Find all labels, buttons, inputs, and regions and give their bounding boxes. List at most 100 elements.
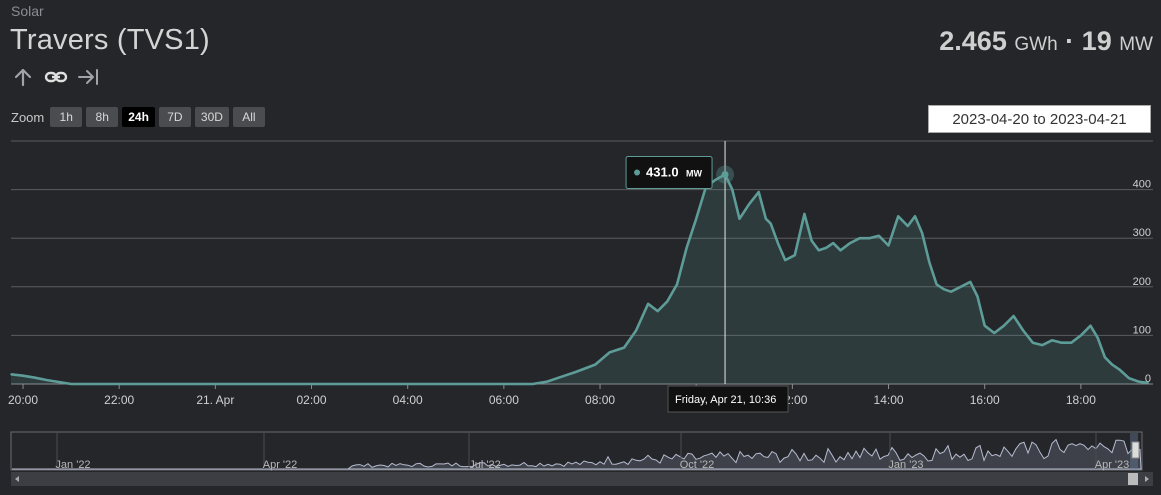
separator: ·: [1065, 26, 1075, 56]
time-tooltip-text: Friday, Apr 21, 10:36: [675, 394, 776, 406]
navigator-label: Jan '22: [55, 459, 90, 471]
data-point: [959, 286, 962, 288]
date-range-field[interactable]: 2023-04-20 to 2023-04-21: [928, 105, 1151, 133]
data-point: [832, 242, 834, 244]
page-title: Travers (TVS1): [10, 24, 210, 56]
navigator[interactable]: Jan '22 Apr '22 Jul '22 Oct '22 Jan '23 Apr '…: [10, 431, 1143, 471]
data-point: [748, 203, 750, 205]
x-tick-labels: 20:00 22:00 21. Apr 02:00 04:00 06:00 08:00 10:…: [8, 384, 1096, 407]
data-point: [943, 288, 945, 291]
data-point: [907, 225, 909, 227]
data-point: [1089, 324, 1092, 327]
grid-lines: [11, 140, 1153, 385]
y-tick-label: 300: [1133, 227, 1151, 239]
navigator-label: Oct '22: [680, 459, 715, 471]
data-point: [731, 188, 734, 191]
navigator-labels: Jan '22 Apr '22 Jul '22 Oct '22 Jan '23 Apr '…: [55, 433, 1129, 471]
data-point: [705, 186, 707, 188]
data-point: [757, 191, 760, 193]
data-point: [594, 363, 596, 366]
data-point: [685, 247, 688, 249]
tooltip-box: [625, 156, 713, 190]
data-point: [818, 249, 820, 252]
zoom-all-button[interactable]: All: [232, 107, 265, 127]
data-point: [46, 379, 48, 381]
data-point: [810, 239, 813, 242]
navigator-label: Jul '22: [469, 459, 500, 471]
data-point: [921, 232, 923, 235]
zoom-1h-button[interactable]: 1h: [50, 107, 83, 127]
category-label: Solar: [11, 3, 44, 19]
navigator-label: Apr '23: [1095, 459, 1130, 471]
data-point: [849, 242, 851, 244]
navigator-handle[interactable]: [1131, 441, 1140, 459]
data-point: [1070, 341, 1073, 344]
x-tick-label: 08:00: [585, 393, 615, 407]
data-point: [503, 383, 505, 385]
data-point: [1096, 337, 1099, 339]
x-tick-label: 16:00: [970, 393, 1000, 407]
data-point: [575, 371, 577, 373]
data-point: [935, 283, 938, 286]
x-tick-label: 10:00: [681, 393, 711, 407]
data-point: [794, 254, 796, 256]
data-point: [118, 383, 120, 385]
x-tick-label: 14:00: [874, 393, 904, 407]
zoom-label: Zoom: [11, 109, 45, 125]
link-icon[interactable]: [44, 66, 68, 88]
x-tick-label: 22:00: [104, 393, 134, 407]
data-point: [22, 374, 24, 377]
zoom-8h-button[interactable]: 8h: [86, 107, 119, 127]
scrollbar[interactable]: [11, 472, 1153, 486]
y-tick-label: 200: [1133, 276, 1151, 288]
scroll-right-icon[interactable]: [1145, 476, 1149, 482]
arrow-up-icon[interactable]: [12, 66, 34, 88]
data-point: [1128, 377, 1130, 380]
data-point: [560, 375, 563, 378]
data-point: [608, 351, 611, 354]
data-point: [695, 218, 697, 220]
zoom-bar: Zoom 1h 8h 24h 7D 30D All: [11, 107, 265, 127]
data-point: [1111, 363, 1113, 366]
time-tooltip: Friday, Apr 21, 10:36: [667, 385, 789, 413]
time-tooltip-box: [667, 385, 789, 413]
data-point: [1104, 356, 1106, 359]
data-point: [784, 259, 786, 261]
arrow-to-right-icon[interactable]: [76, 66, 98, 88]
navigator-label: Apr '22: [263, 459, 298, 471]
data-point: [878, 235, 880, 237]
data-point: [897, 215, 899, 218]
data-point: [70, 383, 72, 385]
data-point: [983, 324, 986, 327]
scrollbar-track[interactable]: [11, 472, 1153, 486]
data-point: [887, 244, 890, 247]
data-point: [724, 173, 726, 176]
data-point: [635, 329, 637, 332]
data-point: [839, 249, 842, 252]
zoom-30d-button[interactable]: 30D: [194, 107, 229, 127]
navigator-selection[interactable]: [1130, 433, 1138, 470]
data-point: [950, 290, 952, 293]
zoom-24h-button[interactable]: 24h: [122, 107, 155, 127]
scroll-left-icon[interactable]: [15, 476, 19, 482]
power-unit: MW: [1119, 34, 1153, 55]
data-point: [34, 376, 36, 379]
data-point: [1051, 339, 1053, 342]
scrollbar-thumb[interactable]: [1128, 473, 1138, 485]
tooltip-series-dot: [634, 169, 641, 176]
x-tick-label: 06:00: [489, 393, 519, 407]
power-value: 19: [1081, 26, 1112, 56]
x-tick-label: 18:00: [1066, 393, 1096, 407]
data-point: [531, 383, 534, 385]
data-point: [656, 310, 659, 312]
data-point: [777, 242, 779, 244]
data-point: [10, 373, 12, 376]
value-tooltip: 431.0 MW: [625, 156, 713, 190]
data-point: [858, 237, 861, 239]
zoom-7d-button[interactable]: 7D: [158, 107, 191, 127]
energy-value: 2.465: [939, 26, 1007, 56]
data-point: [647, 303, 649, 305]
data-point: [769, 222, 772, 225]
x-tick-label: 04:00: [393, 393, 423, 407]
